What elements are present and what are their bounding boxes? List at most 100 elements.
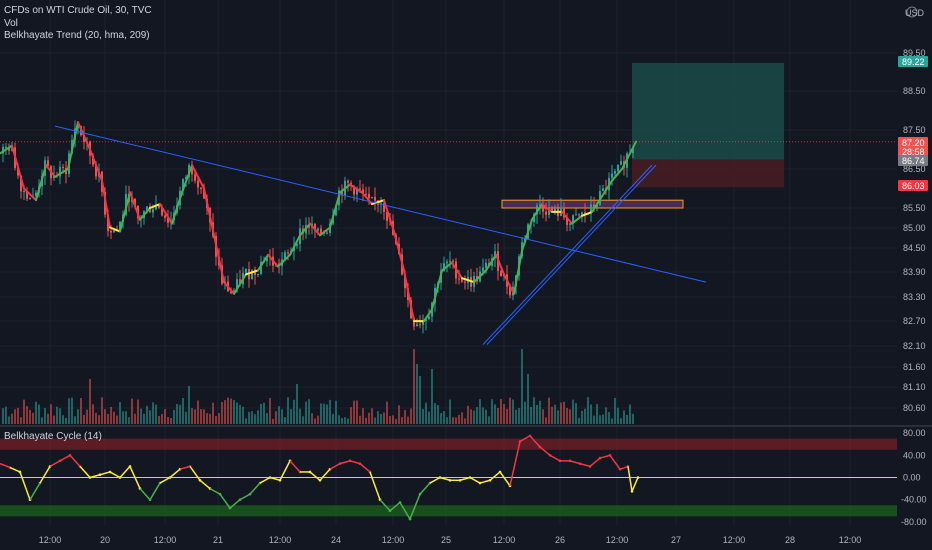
- volume-bar: [101, 397, 103, 424]
- volume-bar: [251, 411, 253, 424]
- cycle-segment: [329, 462, 341, 470]
- volume-bar: [347, 418, 349, 424]
- cycle-tick-label: 0.00: [903, 473, 921, 483]
- volume-bar: [83, 414, 85, 424]
- volume-bar: [17, 407, 19, 424]
- volume-bar: [467, 405, 469, 424]
- cycle-segment: [129, 466, 141, 489]
- volume-bar: [218, 413, 220, 424]
- volume-bar: [125, 411, 127, 424]
- trend-segment: [571, 214, 583, 225]
- volume-bar: [254, 414, 256, 424]
- volume-bar: [338, 415, 340, 424]
- candle-body: [422, 320, 424, 325]
- cycle-segment: [49, 460, 61, 468]
- volume-bar: [212, 402, 214, 424]
- cycle-segment: [469, 476, 481, 484]
- candle-body: [197, 180, 199, 188]
- candle-body: [233, 290, 235, 294]
- candle-body: [359, 188, 361, 190]
- volume-bar: [173, 409, 175, 424]
- volume-bar: [203, 409, 205, 424]
- volume-bar: [404, 410, 406, 424]
- cycle-segment: [109, 471, 121, 479]
- candle-body: [77, 126, 79, 129]
- cycle-segment: [199, 479, 211, 490]
- candle-body: [245, 268, 247, 273]
- cycle-segment: [569, 460, 581, 465]
- volume-bar: [548, 397, 550, 424]
- cycle-upper-band: [0, 438, 897, 450]
- volume-bar: [248, 411, 250, 424]
- candle-body: [584, 212, 586, 214]
- volume-bar: [587, 397, 589, 424]
- volume-bar: [95, 412, 97, 424]
- trend-segment: [521, 218, 533, 252]
- candle-body: [446, 261, 448, 264]
- volume-bar: [380, 413, 382, 424]
- candle-body: [632, 147, 634, 154]
- candle-body: [386, 211, 388, 221]
- time-tick-label: 12:00: [39, 535, 62, 545]
- volume-bar: [29, 409, 31, 424]
- candle-body: [203, 189, 205, 199]
- candle-body: [266, 256, 268, 262]
- trendline: [482, 164, 653, 345]
- volume-bar: [470, 409, 472, 424]
- volume-bar: [422, 409, 424, 424]
- volume-bar: [395, 418, 397, 424]
- volume-bar: [68, 398, 70, 424]
- trend-segment: [213, 234, 225, 284]
- volume-bar: [170, 417, 172, 424]
- candle-body: [107, 214, 109, 232]
- candle-body: [443, 263, 445, 271]
- trend-segment: [245, 269, 259, 276]
- volume-bar: [332, 413, 334, 424]
- volume-bar: [473, 410, 475, 424]
- price-tick-label: 89.50: [903, 48, 926, 58]
- cycle-segment: [169, 468, 181, 479]
- volume-bar: [554, 404, 556, 424]
- cycle-segment: [549, 454, 561, 462]
- volume-bar: [629, 404, 631, 424]
- trend-segment: [461, 277, 475, 284]
- volume-bar: [89, 379, 91, 424]
- cycle-segment: [9, 466, 21, 473]
- volume-bar: [317, 415, 319, 424]
- volume-bar: [197, 400, 199, 424]
- price-tick-label: 83.30: [903, 292, 926, 302]
- volume-bar: [104, 409, 106, 424]
- candle-body: [374, 196, 376, 201]
- range-rectangle: [501, 199, 684, 209]
- time-tick-label: 24: [331, 535, 341, 545]
- time-tick-label: 12:00: [723, 535, 746, 545]
- volume-bar: [260, 403, 262, 424]
- candle-body: [539, 204, 541, 206]
- volume-bar: [179, 404, 181, 424]
- trend-segment: [181, 164, 193, 194]
- volume-bar: [488, 416, 490, 424]
- volume-bar: [227, 397, 229, 424]
- volume-bar: [272, 418, 274, 424]
- currency-label: USD: [905, 8, 925, 18]
- candle-body: [182, 179, 184, 191]
- candle-body: [194, 174, 196, 181]
- volume-bar: [566, 407, 568, 424]
- cycle-segment: [579, 462, 591, 468]
- price-tick-label: 86.50: [903, 164, 926, 174]
- volume-bar: [230, 398, 232, 424]
- volume-bar: [377, 411, 379, 424]
- volume-bar: [92, 404, 94, 424]
- time-tick-label: 12:00: [493, 535, 516, 545]
- volume-bar: [599, 415, 601, 424]
- candle-body: [23, 191, 25, 193]
- volume-bar: [557, 410, 559, 424]
- trend-segment: [0, 144, 13, 155]
- candle-body: [548, 208, 550, 215]
- volume-label: Vol: [4, 18, 18, 29]
- volume-bar: [497, 408, 499, 424]
- candle-body: [413, 318, 415, 327]
- volume-bar: [98, 415, 100, 424]
- trend-segment: [309, 222, 321, 237]
